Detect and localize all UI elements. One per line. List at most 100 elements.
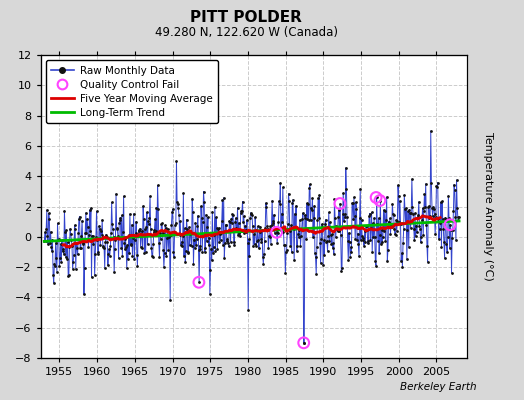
Point — [230, 242, 238, 248]
Point — [423, 259, 432, 265]
Point — [95, 226, 104, 232]
Point — [226, 239, 235, 245]
Point — [247, 210, 255, 216]
Point — [103, 239, 112, 245]
Point — [332, 234, 340, 240]
Point — [51, 263, 59, 269]
Point — [454, 217, 463, 223]
Point — [260, 238, 269, 244]
Point — [82, 210, 90, 216]
Point — [275, 198, 283, 204]
Point — [181, 259, 190, 265]
Point — [140, 250, 149, 256]
Point — [169, 249, 178, 256]
Point — [383, 258, 391, 264]
Point — [213, 225, 221, 231]
Point — [383, 194, 391, 200]
Point — [280, 242, 289, 248]
Point — [446, 222, 454, 228]
Point — [433, 179, 442, 186]
Point — [336, 232, 345, 238]
Point — [114, 233, 122, 239]
Point — [396, 198, 404, 204]
Point — [148, 252, 156, 259]
Point — [229, 212, 237, 218]
Point — [269, 218, 278, 224]
Point — [448, 234, 456, 241]
Point — [289, 196, 297, 203]
Point — [355, 253, 363, 260]
Point — [137, 232, 146, 238]
Point — [312, 270, 320, 277]
Point — [141, 249, 150, 255]
Point — [270, 230, 279, 236]
Point — [416, 226, 424, 232]
Point — [452, 237, 460, 243]
Point — [373, 194, 381, 201]
Point — [352, 206, 361, 212]
Point — [357, 237, 365, 243]
Point — [90, 236, 98, 242]
Point — [196, 246, 204, 252]
Point — [342, 185, 351, 192]
Point — [53, 220, 62, 226]
Point — [333, 228, 342, 235]
Point — [288, 200, 297, 206]
Point — [197, 203, 205, 210]
Point — [201, 244, 210, 251]
Point — [83, 216, 91, 222]
Point — [119, 229, 127, 236]
Point — [342, 165, 350, 171]
Point — [136, 225, 144, 232]
Point — [102, 232, 110, 238]
Point — [354, 230, 362, 237]
Point — [348, 200, 356, 206]
Point — [74, 230, 82, 236]
Point — [263, 204, 271, 210]
Point — [251, 214, 259, 220]
Point — [68, 242, 76, 249]
Point — [355, 215, 364, 221]
Point — [279, 184, 287, 191]
Point — [129, 210, 138, 217]
Point — [244, 240, 252, 246]
Point — [156, 230, 165, 237]
Point — [78, 218, 86, 224]
Point — [117, 212, 126, 218]
Point — [343, 238, 352, 244]
Point — [72, 239, 81, 246]
Point — [382, 217, 390, 223]
Point — [252, 242, 260, 249]
Point — [195, 242, 204, 249]
Point — [122, 244, 130, 250]
Point — [401, 206, 409, 212]
Point — [343, 214, 351, 221]
Point — [264, 245, 272, 252]
Point — [385, 224, 394, 230]
Point — [291, 223, 300, 230]
Point — [91, 250, 100, 257]
Point — [73, 251, 82, 258]
Point — [46, 240, 54, 246]
Point — [323, 238, 331, 244]
Point — [393, 218, 401, 224]
Point — [398, 263, 407, 270]
Point — [126, 211, 134, 217]
Point — [167, 222, 176, 228]
Point — [157, 236, 165, 242]
Point — [444, 192, 453, 199]
Point — [257, 238, 266, 245]
Point — [260, 250, 268, 257]
Point — [48, 236, 57, 243]
Point — [178, 242, 187, 249]
Point — [207, 246, 215, 252]
Point — [317, 236, 325, 243]
Point — [385, 218, 393, 225]
Point — [451, 213, 460, 220]
Point — [431, 231, 439, 237]
Point — [242, 227, 250, 233]
Point — [206, 267, 215, 273]
Point — [392, 217, 400, 223]
Point — [200, 199, 209, 205]
Point — [230, 239, 238, 245]
